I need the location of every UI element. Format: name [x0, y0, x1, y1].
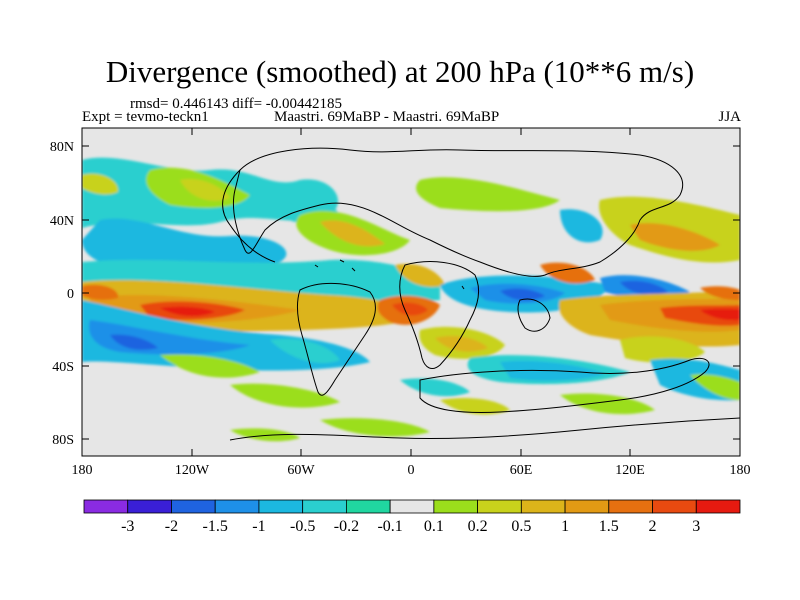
coastlines: [222, 147, 740, 441]
axis-ticks: [81, 128, 741, 456]
field-patch-ss-green2: [320, 418, 430, 437]
case-comparison-label: Maastri. 69MaBP - Maastri. 69MaBP: [274, 109, 500, 125]
field-patch-se-green: [690, 374, 740, 400]
coast-antarctica-south: [229, 417, 740, 441]
lat-label: 40S: [52, 360, 74, 375]
colorbar-label: 3: [692, 518, 700, 535]
lon-label: 120E: [615, 463, 645, 478]
experiment-label: Expt = tevmo-teckn1: [82, 109, 209, 125]
field-patch-ss-green1: [230, 383, 340, 408]
colorbar-label: -0.1: [377, 518, 402, 535]
field-patch-atlantic-yellow: [320, 220, 385, 247]
field-patch-asia-blue: [560, 209, 603, 243]
field-patch-east-max: [700, 308, 740, 321]
colorbar-swatch: [83, 499, 129, 514]
field-patch-africa-red: [392, 302, 428, 316]
colorbar-swatch: [695, 499, 741, 514]
lat-labels: 80N 40N 0 40S 80S: [50, 140, 74, 448]
lon-label: 60E: [510, 463, 533, 478]
field-patch-n-yellow: [180, 178, 230, 201]
field-patch-n-pacific-yellow: [82, 173, 119, 195]
colorbar-swatch: [214, 499, 260, 514]
lat-label: 0: [67, 287, 74, 302]
colorbar-swatch: [652, 499, 697, 514]
lat-label: 80S: [52, 433, 74, 448]
colorbar-label: 0.1: [424, 518, 444, 535]
colorbar-label: 0.2: [468, 518, 488, 535]
field-patch-se-asia-dark: [620, 280, 668, 295]
lon-label: 120W: [175, 463, 210, 478]
coast-laurasia-north: [232, 147, 683, 277]
colorbar-swatch: [302, 499, 347, 514]
colorbar-swatch: [345, 499, 391, 514]
colorbar-label: -0.5: [290, 518, 315, 535]
field-patch-eq-orange-far-w: [82, 284, 119, 300]
colorbar-swatch: [171, 499, 216, 514]
field-patch-trop-core-w: [160, 306, 215, 317]
lon-labels: 180 120W 60W 0 60E 120E 180: [72, 463, 751, 478]
field-patch-europe-green: [416, 177, 560, 212]
field-patch-io-orange: [540, 262, 595, 284]
field-patch-east-orange-far: [700, 286, 740, 300]
colorbar-label: 2: [649, 518, 657, 535]
colorbar-swatch: [433, 499, 479, 514]
field-patch-ss-teal: [400, 378, 470, 397]
colorbar-swatch: [520, 499, 566, 514]
field-patch-io-core: [500, 288, 545, 301]
lon-label: 180: [72, 463, 93, 478]
season-label: JJA: [718, 109, 741, 125]
field-patch-aus-yellow: [620, 336, 705, 363]
lon-label: 180: [730, 463, 751, 478]
coast-small-islands: [314, 259, 465, 290]
colorbar: -3 -2 -1.5 -1 -0.5 -0.2 -0.1 0.1 0.2 0.5 1 1.5 2 3: [83, 499, 741, 535]
colorbar-swatch: [127, 499, 172, 514]
lat-label: 80N: [50, 140, 74, 155]
coast-india: [517, 298, 551, 332]
colorbar-label: 1: [561, 518, 569, 535]
colorbar-label: 1.5: [599, 518, 619, 535]
field-patch-africa-yellow-n: [395, 263, 445, 287]
field-patch-ss-green3: [560, 393, 655, 415]
field-patch-sa-orange: [435, 336, 488, 352]
field-patch-s-dark: [110, 334, 158, 350]
field-patch-ss-green4: [230, 428, 300, 442]
colorbar-label: -3: [121, 518, 134, 535]
coast-antarctica-australia: [419, 357, 710, 413]
colorbar-label: 0.5: [511, 518, 531, 535]
colorbar-swatch: [389, 499, 435, 514]
lat-label: 40N: [50, 214, 74, 229]
coast-south-america: [297, 282, 376, 396]
field-patch-asia-orange: [630, 223, 720, 251]
colorbar-swatch: [564, 499, 610, 514]
field-patch-s-teal2: [270, 338, 340, 364]
colorbar-label: -1: [252, 518, 265, 535]
divergence-field: [82, 128, 740, 456]
field-patch-s-green: [160, 354, 260, 378]
colorbar-label: -0.2: [334, 518, 359, 535]
colorbar-swatch: [608, 499, 653, 514]
coast-africa: [399, 261, 480, 369]
colorbar-label: -2: [165, 518, 178, 535]
lon-label: 60W: [287, 463, 315, 478]
colorbar-swatch: [258, 499, 304, 514]
lon-label: 0: [408, 463, 415, 478]
field-patch-ss-yellow: [440, 398, 510, 415]
colorbar-label: -1.5: [203, 518, 228, 535]
rmsd-diff-stats: rmsd= 0.446143 diff= -0.00442185: [130, 96, 343, 112]
field-patch-n-blue: [82, 218, 287, 267]
coast-north-america-west: [222, 169, 276, 263]
plot-title: Divergence (smoothed) at 200 hPa (10**6 …: [105, 54, 695, 89]
colorbar-swatch: [477, 499, 522, 514]
